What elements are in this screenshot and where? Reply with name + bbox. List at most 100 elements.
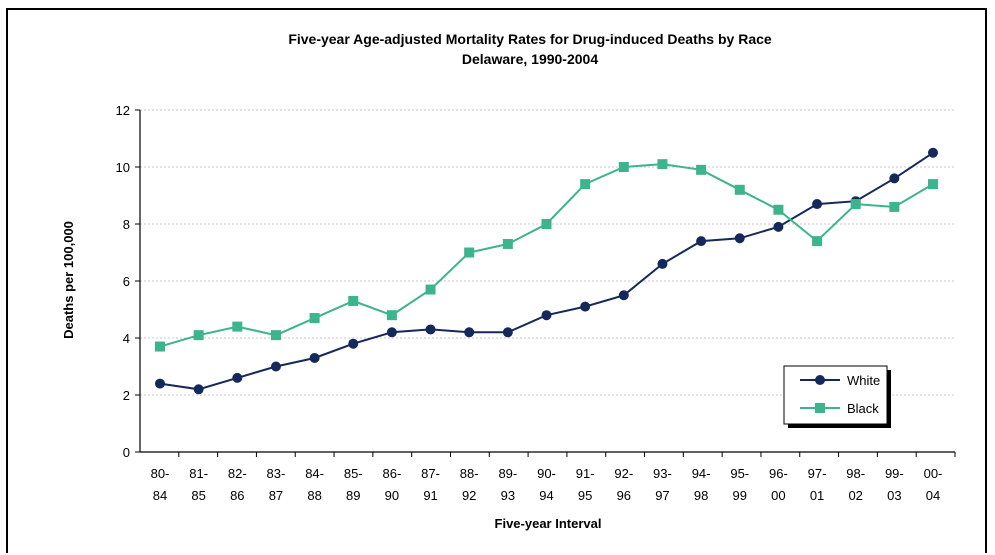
x-tick-label: 95	[578, 488, 592, 503]
y-tick-label: 10	[116, 160, 130, 175]
gridlines	[140, 109, 955, 396]
x-tick-label: 82-	[228, 466, 247, 481]
data-point-black	[464, 247, 475, 258]
x-tick-label: 96	[617, 488, 631, 503]
data-point-white	[773, 221, 784, 232]
x-tick-label: 90	[385, 488, 399, 503]
data-point-white	[155, 378, 165, 389]
chart-title: Five-year Age-adjusted Mortality Rates f…	[288, 31, 772, 47]
data-point-black	[425, 284, 436, 295]
x-tick-label: 84-	[305, 466, 324, 481]
data-point-black	[618, 162, 629, 172]
x-tick-label: 87-	[421, 466, 440, 481]
y-tick-label: 0	[123, 445, 130, 460]
chart-frame	[6, 8, 987, 553]
data-point-black	[232, 321, 243, 332]
x-tick-label: 94	[539, 488, 553, 503]
x-tick-label: 01	[810, 488, 824, 503]
data-point-black	[812, 236, 823, 247]
x-axis-ticks: 80- 84 81- 85 82- 86 83- 87 84- 88 85- 89 86- 90 87- 91…	[151, 452, 956, 503]
x-tick-label: 90-	[537, 466, 556, 481]
x-tick-label: 80-	[151, 466, 170, 481]
data-point-black	[889, 201, 900, 212]
x-tick-label: 96-	[769, 466, 788, 481]
data-point-white	[193, 384, 204, 395]
x-tick-label: 91-	[576, 466, 595, 481]
x-tick-label: 86-	[383, 466, 402, 481]
data-point-black	[734, 184, 745, 195]
data-point-black	[657, 159, 668, 170]
data-point-white	[928, 147, 938, 158]
series-layer	[155, 147, 938, 395]
data-point-white	[502, 327, 513, 338]
x-tick-label: 97-	[808, 466, 827, 481]
y-axis-ticks: 0 2 4 6 8 10 12	[116, 103, 140, 460]
data-point-white	[541, 310, 552, 321]
data-point-black	[928, 179, 938, 190]
x-tick-label: 99	[733, 488, 747, 503]
x-tick-label: 95-	[730, 466, 749, 481]
x-tick-label: 04	[926, 488, 940, 503]
x-tick-label: 85-	[344, 466, 363, 481]
x-tick-label: 94-	[692, 466, 711, 481]
x-tick-label: 98-	[846, 466, 865, 481]
data-point-black	[193, 330, 204, 341]
data-point-white	[812, 199, 823, 210]
data-point-white	[425, 324, 436, 335]
data-point-white	[657, 258, 668, 269]
x-tick-label: 00-	[924, 466, 943, 481]
data-point-white	[309, 352, 320, 363]
legend-label-white: White	[847, 373, 880, 388]
x-tick-label: 02	[848, 488, 862, 503]
data-point-white	[232, 372, 243, 383]
x-tick-label: 86	[230, 488, 244, 503]
x-tick-label: 89-	[498, 466, 517, 481]
data-point-white	[889, 173, 900, 184]
y-tick-label: 12	[116, 103, 130, 118]
x-tick-label: 87	[269, 488, 283, 503]
data-point-black	[348, 295, 359, 306]
legend-label-black: Black	[847, 401, 879, 416]
x-tick-label: 92-	[614, 466, 633, 481]
series-line-white	[159, 151, 934, 391]
x-tick-label: 92	[462, 488, 476, 503]
data-point-white	[696, 236, 707, 247]
legend-marker-black	[815, 403, 825, 413]
data-point-black	[386, 310, 397, 321]
x-tick-label: 91	[423, 488, 437, 503]
data-point-black	[309, 313, 320, 324]
chart-subtitle: Delaware, 1990-2004	[462, 51, 598, 67]
data-point-white	[464, 327, 475, 338]
x-tick-label: 03	[887, 488, 901, 503]
data-point-black	[773, 204, 784, 215]
x-tick-label: 99-	[885, 466, 904, 481]
x-tick-label: 89	[346, 488, 360, 503]
y-tick-label: 8	[123, 217, 130, 232]
x-tick-label: 88-	[460, 466, 479, 481]
y-tick-label: 2	[123, 388, 130, 403]
data-point-black	[580, 179, 591, 190]
data-point-black	[541, 219, 552, 229]
data-point-white	[348, 338, 359, 349]
x-tick-label: 93	[501, 488, 515, 503]
x-tick-label: 85	[191, 488, 205, 503]
data-point-white	[270, 361, 281, 372]
x-tick-label: 93-	[653, 466, 672, 481]
x-tick-label: 83-	[267, 466, 286, 481]
legend: White Black	[783, 365, 891, 428]
x-tick-label: 00	[771, 488, 785, 503]
x-tick-label: 88	[307, 488, 321, 503]
data-point-white	[734, 233, 745, 244]
data-point-black	[270, 330, 281, 341]
data-point-white	[386, 327, 397, 338]
y-tick-label: 4	[123, 331, 130, 346]
legend-marker-white	[815, 375, 825, 385]
data-point-black	[850, 199, 861, 210]
x-tick-label: 97	[655, 488, 669, 503]
x-tick-label: 84	[153, 488, 167, 503]
y-tick-label: 6	[123, 274, 130, 289]
x-tick-label: 81-	[189, 466, 208, 481]
data-point-black	[696, 164, 707, 175]
data-point-white	[618, 290, 629, 301]
